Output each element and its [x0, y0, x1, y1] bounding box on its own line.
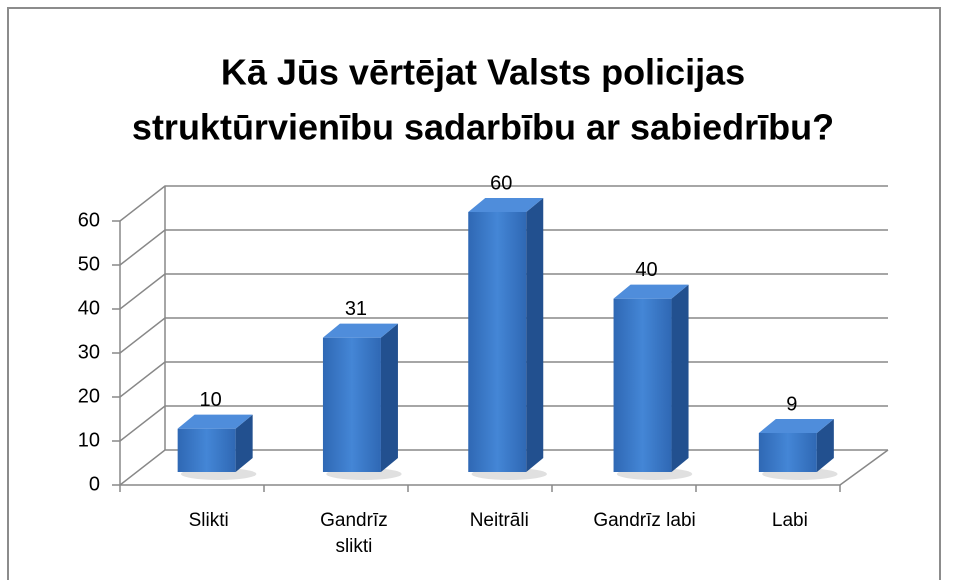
- chart-title: struktūrvienību sadarbību ar sabiedrību?: [132, 107, 834, 148]
- y-tick-label: 40: [78, 297, 100, 319]
- data-label: 60: [490, 172, 512, 194]
- bar-top: [468, 198, 544, 212]
- grid-line: [119, 229, 888, 266]
- grid-line: [119, 273, 888, 310]
- bar: [177, 428, 236, 472]
- bar-top: [322, 323, 398, 338]
- x-tick-label: Gandrīz labi: [593, 510, 696, 531]
- bar: [758, 433, 817, 472]
- bar-side: [235, 414, 253, 472]
- bar-side: [526, 198, 544, 472]
- y-tick-label: 0: [89, 473, 100, 495]
- x-tick-label: Slikti: [188, 510, 229, 531]
- data-label: 31: [345, 298, 367, 320]
- data-label: 10: [200, 389, 222, 411]
- y-tick-label: 50: [78, 253, 100, 275]
- bar-top: [758, 419, 834, 433]
- data-label: 9: [786, 393, 797, 415]
- y-tick-label: 20: [78, 385, 100, 407]
- chart-title: Kā Jūs vērtējat Valsts policijas: [221, 52, 745, 93]
- data-label: 40: [635, 259, 657, 281]
- x-tick-label: Gandrīz slikti: [320, 510, 388, 557]
- bar: [322, 337, 381, 472]
- x-tick-label: Labi: [771, 510, 808, 531]
- bar-side: [816, 419, 834, 472]
- bar-side: [671, 284, 689, 472]
- bar: [468, 212, 527, 472]
- bar-top: [177, 414, 253, 429]
- x-tick-label: Neitrāli: [469, 510, 529, 531]
- bar-top: [613, 284, 689, 299]
- y-tick-label: 60: [78, 209, 100, 231]
- y-tick-label: 10: [78, 429, 100, 451]
- grid-line: [119, 185, 888, 222]
- y-tick-label: 30: [78, 341, 100, 363]
- bar-side: [380, 323, 398, 472]
- bar: [613, 298, 672, 472]
